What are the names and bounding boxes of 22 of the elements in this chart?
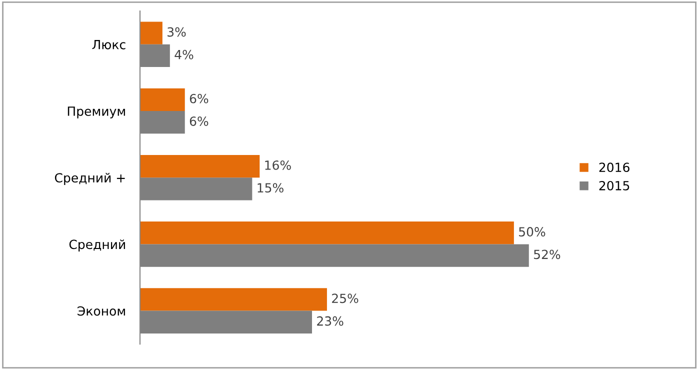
data-label: 25% xyxy=(332,294,358,304)
y-tick-label: Средний xyxy=(69,240,125,252)
legend-label: 2016 xyxy=(599,162,630,172)
data-label: 23% xyxy=(317,316,344,326)
bar xyxy=(140,222,514,244)
bar xyxy=(140,288,327,311)
data-label: 4% xyxy=(174,50,194,60)
bar xyxy=(140,22,162,44)
y-tick-label: Премиум xyxy=(68,106,125,118)
y-tick-label: Средний + xyxy=(54,172,125,185)
y-tick-label: Эконом xyxy=(78,306,125,316)
data-label: 6% xyxy=(190,116,208,126)
y-tick-label: Люкс xyxy=(92,40,126,50)
data-label: 3% xyxy=(168,27,186,37)
data-label: 15% xyxy=(258,183,284,193)
bar xyxy=(140,154,260,178)
data-label: 16% xyxy=(265,160,291,170)
data-label: 50% xyxy=(519,227,546,237)
bar xyxy=(140,88,185,111)
data-label: 52% xyxy=(534,250,560,260)
legend-label: 2015 xyxy=(599,180,630,190)
data-label: 6% xyxy=(190,94,208,104)
